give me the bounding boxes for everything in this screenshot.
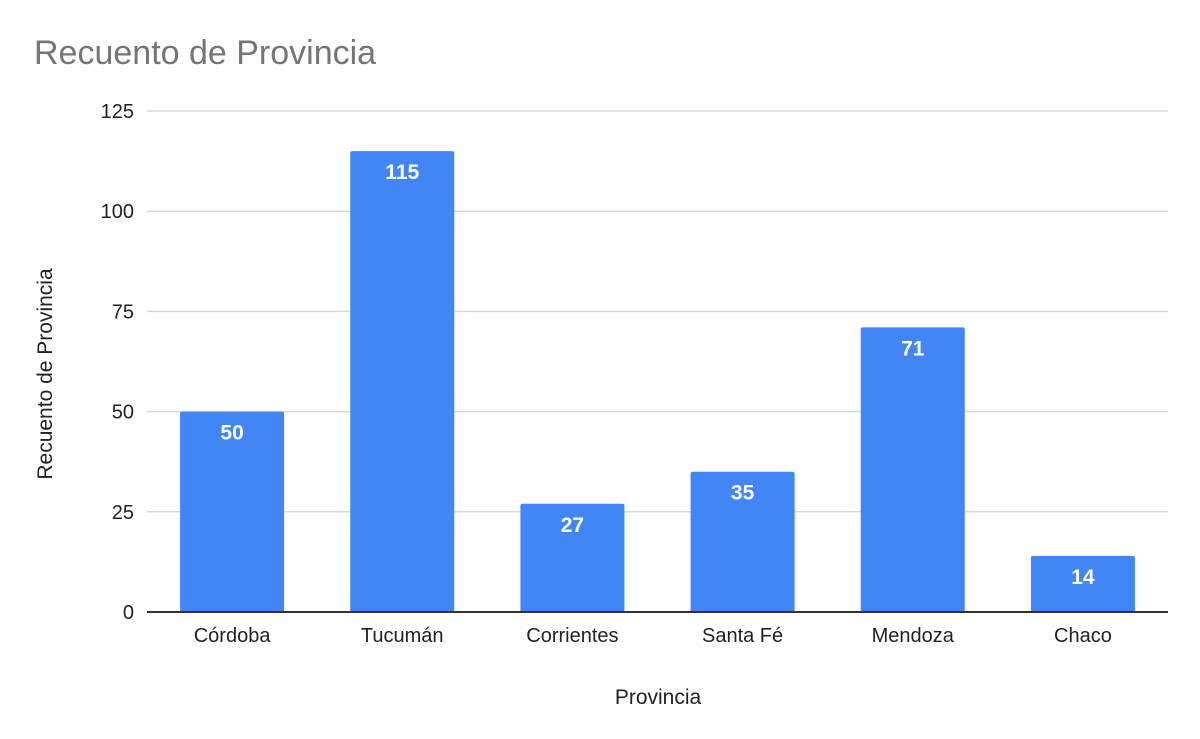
- x-axis-title: Provincia: [615, 686, 702, 709]
- data-label: 115: [385, 161, 419, 184]
- x-tick-label: Santa Fé: [702, 625, 783, 647]
- y-axis-ticks: 0 25 50 75 100 125: [101, 101, 134, 624]
- y-tick-label: 25: [112, 502, 134, 524]
- y-tick-label: 50: [112, 402, 134, 424]
- x-tick-label: Tucumán: [361, 625, 444, 647]
- y-tick-label: 100: [101, 201, 134, 223]
- y-tick-label: 75: [112, 301, 134, 323]
- data-labels: 50 115 27 35 71 14: [220, 161, 1095, 589]
- x-tick-label: Córdoba: [194, 625, 272, 647]
- y-tick-label: 125: [101, 101, 134, 123]
- gridlines: [147, 110, 1168, 513]
- bar-1: [350, 151, 455, 612]
- chart-title: Recuento de Provincia: [34, 34, 376, 72]
- bar-0: [180, 411, 285, 612]
- y-tick-label: 0: [123, 602, 134, 624]
- data-label: 35: [731, 482, 755, 505]
- data-label: 50: [220, 422, 243, 445]
- x-tick-label: Chaco: [1054, 625, 1112, 647]
- bar-3: [690, 471, 795, 612]
- y-axis-title: Recuento de Provincia: [34, 268, 57, 480]
- bar-5: [1030, 555, 1135, 612]
- data-label: 14: [1071, 566, 1095, 589]
- bar-4: [860, 327, 965, 612]
- bars: [180, 151, 1135, 612]
- x-tick-label: Corrientes: [526, 625, 618, 647]
- bar-2: [520, 503, 625, 612]
- data-label: 71: [901, 337, 925, 360]
- data-label: 27: [561, 514, 584, 537]
- x-tick-label: Mendoza: [872, 625, 955, 647]
- x-axis-ticks: Córdoba Tucumán Corrientes Santa Fé Mendoza C…: [194, 625, 1112, 647]
